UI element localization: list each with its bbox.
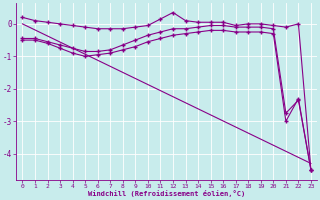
X-axis label: Windchill (Refroidissement éolien,°C): Windchill (Refroidissement éolien,°C) (88, 190, 245, 197)
